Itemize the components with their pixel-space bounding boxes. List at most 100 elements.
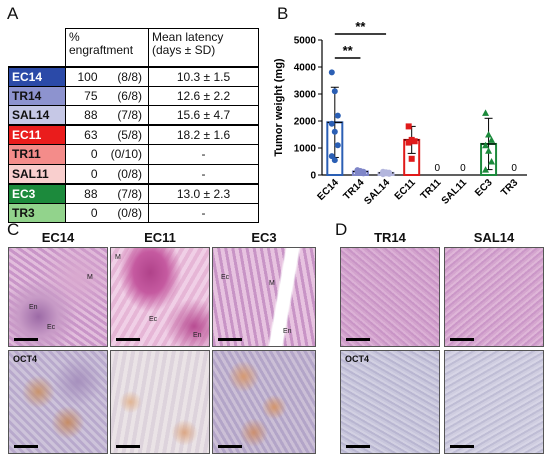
data-point (482, 141, 490, 149)
label-ec: Ec (221, 274, 230, 281)
x-tick-label: TR3 (499, 177, 520, 198)
cell-pct: 100 (65, 65, 104, 87)
data-point (482, 109, 490, 116)
panel-letter-a: A (7, 4, 19, 23)
table-row: EC3 88 (7/8) 13.0 ± 2.3 (8, 182, 259, 204)
scale-bar (116, 445, 140, 448)
y-tick-label: 3000 (294, 90, 317, 101)
he-image-ec11: M Ec En (110, 247, 210, 347)
cell-fraction: (0/8) (103, 163, 149, 184)
he-image-ec14: M En Ec (8, 247, 108, 347)
data-point (408, 155, 415, 162)
cell-name: EC3 (8, 182, 66, 204)
data-point (405, 123, 412, 130)
x-tick-label: SAL14 (362, 177, 392, 207)
panel-letter-d: D (335, 220, 348, 239)
cell-pct: 75 (65, 85, 104, 106)
data-point (331, 128, 338, 135)
oct4-image-ec11 (110, 350, 210, 454)
cell-pct: 0 (65, 202, 104, 223)
oct4-label: OCT4 (345, 354, 370, 364)
table-row: EC11 63 (5/8) 18.2 ± 1.6 (8, 124, 259, 145)
data-point (328, 69, 335, 76)
cell-fraction: (7/8) (103, 105, 149, 126)
col-header-ec11: EC11 (144, 230, 176, 245)
data-point (334, 112, 341, 119)
cell-latency: - (148, 163, 259, 184)
scale-bar (450, 445, 474, 448)
label-m: M (269, 280, 275, 287)
data-point (405, 139, 412, 146)
data-point (485, 131, 493, 138)
cell-name: SAL14 (8, 105, 66, 126)
x-tick-label: EC14 (315, 177, 341, 203)
label-en: En (193, 332, 202, 339)
header-engraftment: % engraftment (65, 28, 149, 67)
oct4-image-ec3 (212, 350, 316, 454)
data-point (331, 88, 338, 95)
cell-pct: 88 (65, 182, 104, 204)
scale-bar (218, 445, 242, 448)
cell-pct: 63 (65, 124, 104, 145)
data-point (386, 170, 393, 177)
cell-fraction: (5/8) (103, 124, 149, 145)
cell-name: TR11 (8, 144, 66, 165)
he-image-ec3: Ec M En (212, 247, 316, 347)
cell-pct: 0 (65, 163, 104, 184)
scale-bar (14, 338, 38, 341)
cell-latency: 12.6 ± 2.2 (148, 85, 259, 106)
data-point (360, 170, 367, 177)
label-ec: Ec (149, 316, 158, 323)
x-tick-label: SAL11 (440, 177, 470, 207)
cell-latency: 13.0 ± 2.3 (148, 182, 259, 204)
zero-label: 0 (435, 163, 441, 174)
cell-fraction: (6/8) (103, 85, 149, 106)
data-point (380, 171, 387, 178)
y-tick-label: 0 (310, 171, 316, 182)
table-row: SAL14 88 (7/8) 15.6 ± 4.7 (8, 105, 259, 126)
engraftment-table: % engraftment Mean latency (days ± SD) E… (8, 28, 259, 223)
cell-name: EC14 (8, 65, 66, 87)
label-m: M (87, 274, 93, 281)
oct4-image-tr14: OCT4 (340, 350, 440, 454)
y-axis-label: Tumor weight (mg) (273, 58, 285, 157)
scale-bar (116, 338, 140, 341)
data-point (411, 138, 418, 145)
label-en: En (283, 328, 292, 335)
label-m: M (115, 254, 121, 261)
cell-latency: 15.6 ± 4.7 (148, 105, 259, 126)
table-row: SAL11 0 (0/8) - (8, 163, 259, 184)
cell-latency: 10.3 ± 1.5 (148, 65, 259, 87)
scale-bar (346, 338, 370, 341)
significance-label: ** (355, 20, 366, 34)
data-point (482, 166, 490, 173)
table-row: EC14 100 (8/8) 10.3 ± 1.5 (8, 65, 259, 87)
panel-letter-c: C (7, 220, 20, 239)
col-header-ec3: EC3 (251, 230, 277, 245)
x-tick-label: EC3 (473, 177, 495, 199)
header-latency: Mean latency (days ± SD) (148, 28, 259, 67)
cell-fraction: (0/10) (103, 144, 149, 165)
cell-fraction: (0/8) (103, 202, 149, 223)
data-point (488, 136, 496, 143)
cell-name: TR3 (8, 202, 66, 223)
y-tick-label: 2000 (294, 117, 317, 128)
he-image-sal14 (444, 247, 544, 347)
data-point (334, 142, 341, 149)
y-tick-label: 4000 (294, 63, 317, 74)
scale-bar (450, 338, 474, 341)
oct4-image-ec14: OCT4 (8, 350, 108, 454)
col-header-sal14: SAL14 (473, 230, 515, 245)
table-row: TR14 75 (6/8) 12.6 ± 2.2 (8, 85, 259, 106)
table-corner (8, 28, 66, 67)
cell-name: EC11 (8, 124, 66, 145)
oct4-label: OCT4 (13, 354, 38, 364)
table-row: TR11 0 (0/10) - (8, 144, 259, 165)
table-header-row: % engraftment Mean latency (days ± SD) (8, 28, 259, 67)
data-point (488, 158, 496, 165)
label-ec: Ec (47, 324, 56, 331)
tumor-weight-chart: 0 1000 2000 3000 4000 5000 Tumor weight (mg) EC… (273, 20, 527, 207)
zero-label: 0 (460, 163, 466, 174)
cell-fraction: (7/8) (103, 182, 149, 204)
cell-fraction: (8/8) (103, 65, 149, 87)
